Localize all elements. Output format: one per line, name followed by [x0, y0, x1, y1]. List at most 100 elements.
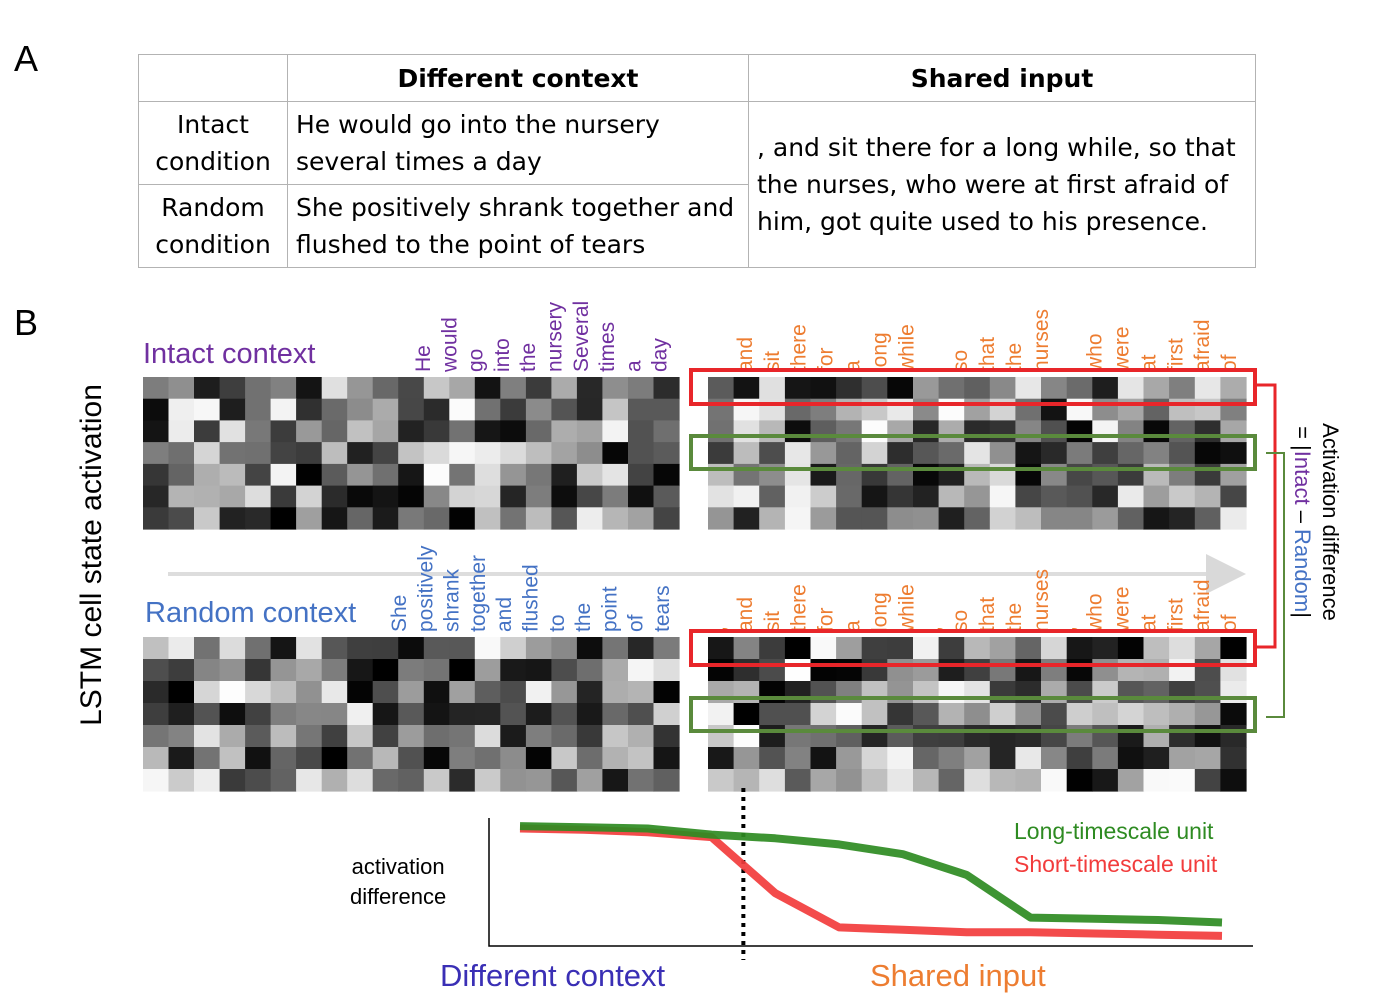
heatmap-cell — [270, 420, 297, 443]
heatmap-cell — [708, 507, 735, 530]
heatmap-cell — [1041, 681, 1068, 704]
activation-plot — [488, 788, 1253, 960]
word-label: sit — [761, 351, 784, 372]
heatmap-cell — [1066, 681, 1093, 704]
heatmap-cell — [143, 507, 170, 530]
word-label: who — [1084, 593, 1107, 633]
heatmap-cell — [708, 681, 735, 704]
heatmap-cell — [372, 659, 399, 682]
heatmap-cell — [1066, 747, 1093, 770]
heatmap-cell — [861, 725, 888, 748]
heatmap-cell — [347, 703, 374, 726]
heatmap-cell — [347, 420, 374, 443]
heatmap-cell — [628, 637, 655, 660]
heatmap-cell — [1015, 725, 1042, 748]
heatmap-cell — [525, 507, 552, 530]
heatmap-cell — [759, 507, 786, 530]
heatmap-cell — [398, 769, 425, 792]
heatmap-cell — [1041, 769, 1068, 792]
heatmap-cell — [321, 703, 348, 726]
table-corner-cell — [138, 54, 288, 102]
heatmap-cell — [1143, 485, 1170, 508]
heatmap-cell — [347, 442, 374, 465]
heatmap-cell — [602, 659, 629, 682]
heatmap-cell — [372, 769, 399, 792]
heatmap-cell — [219, 637, 246, 660]
heatmap-cell — [270, 507, 297, 530]
heatmap-cell — [296, 377, 323, 400]
heatmap-cell — [551, 442, 578, 465]
word-label: the — [1003, 603, 1026, 632]
heatmap-cell — [602, 442, 629, 465]
heatmap-cell — [653, 463, 680, 487]
heatmap-cell — [938, 377, 965, 400]
legend-long: Long-timescale unit — [1014, 818, 1214, 844]
heatmap-cell — [1117, 681, 1145, 704]
heatmap-cell — [372, 681, 399, 704]
heatmap-cell — [398, 681, 425, 704]
heatmap-cell — [887, 725, 914, 748]
heatmap-cell — [500, 485, 527, 508]
heatmap-cell — [1041, 637, 1068, 660]
heatmap-cell — [708, 725, 735, 748]
heatmap-cell — [602, 377, 629, 400]
heatmap-cell — [500, 398, 527, 421]
heatmap-cell — [1117, 485, 1145, 508]
heatmap-cell — [398, 463, 425, 487]
heatmap-cell — [887, 681, 914, 704]
heatmap-cell — [474, 485, 501, 508]
heatmap-cell — [1220, 725, 1247, 748]
heatmap-cell — [810, 681, 837, 704]
random-context-heatmap — [143, 637, 680, 792]
xlabel-different-context: Different context — [440, 958, 666, 993]
heatmap-cell — [628, 725, 655, 748]
heatmap-cell — [708, 769, 735, 792]
heatmap-cell — [1143, 659, 1170, 682]
heatmap-cell — [296, 507, 323, 530]
heatmap-cell — [296, 659, 323, 682]
heatmap-cell — [500, 659, 527, 682]
word-label: afraid — [1191, 579, 1214, 632]
heatmap-cell — [321, 747, 348, 770]
heatmap-cell — [1194, 637, 1221, 660]
heatmap-cell — [733, 681, 760, 704]
heatmap-cell — [836, 659, 863, 682]
heatmap-cell — [321, 507, 348, 530]
word-label: tears — [651, 585, 674, 632]
heatmap-cell — [245, 420, 272, 443]
heatmap-cell — [810, 659, 837, 682]
heatmap-cell — [836, 420, 863, 443]
heatmap-cell — [1117, 420, 1145, 443]
heatmap-cell — [628, 769, 655, 792]
heatmap-cell — [398, 637, 425, 660]
intact-context-title: Intact context — [143, 338, 316, 370]
heatmap-cell — [372, 463, 399, 487]
heatmap-cell — [938, 507, 965, 530]
heatmap-cell — [449, 442, 476, 465]
heatmap-cell — [1143, 747, 1170, 770]
heatmap-cell — [500, 637, 527, 660]
heatmap-cell — [938, 442, 965, 465]
word-label: and — [734, 337, 757, 372]
heatmap-cell — [1041, 747, 1068, 770]
heatmap-cell — [887, 485, 914, 508]
heatmap-cell — [810, 485, 837, 508]
heatmap-cell — [194, 420, 221, 443]
heatmap-cell — [810, 507, 837, 530]
heatmap-cell — [245, 463, 272, 487]
heatmap-cell — [602, 681, 629, 704]
heatmap-cell — [784, 485, 812, 508]
heatmap-cell — [347, 681, 374, 704]
heatmap-cell — [219, 725, 246, 748]
heatmap-cell — [474, 377, 501, 400]
intact-context-cell: He would go into the nursery several tim… — [287, 101, 749, 185]
heatmap-cell — [1194, 420, 1221, 443]
heatmap-cell — [296, 463, 323, 487]
heatmap-cell — [1143, 442, 1170, 465]
heatmap-cell — [913, 659, 940, 682]
intact-shared-heatmap — [708, 377, 1247, 530]
heatmap-cell — [1117, 747, 1145, 770]
heatmap-cell — [423, 681, 450, 704]
heatmap-cell — [551, 637, 578, 660]
